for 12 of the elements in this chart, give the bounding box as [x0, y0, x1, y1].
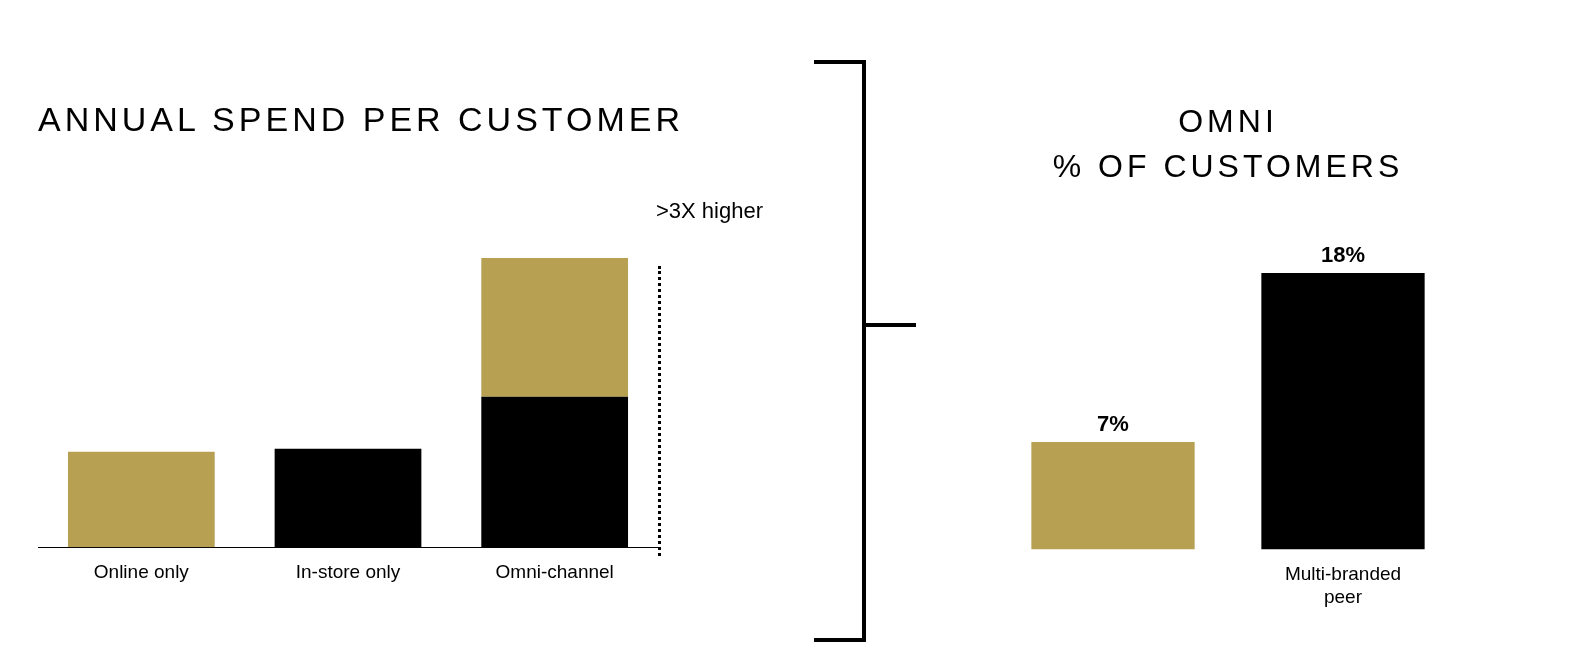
- x-tick-label: In-store only: [295, 560, 401, 582]
- chart-subtitle: % OF CUSTOMERS: [1051, 148, 1405, 185]
- x-tick-label: Multi-branded peer: [1284, 563, 1402, 607]
- x-tick-label: Online only: [93, 560, 190, 582]
- bar: [481, 258, 629, 397]
- text: >3X higher: [656, 198, 765, 224]
- chart-title: ANNUAL SPEND PER CUSTOMER: [38, 100, 684, 139]
- x-tick-label: Omni-channel: [495, 560, 614, 582]
- bar: [67, 451, 215, 548]
- chart-title: OMNI: [1177, 103, 1279, 140]
- data-label: 7%: [1097, 410, 1129, 436]
- data-label: 18%: [1320, 242, 1366, 268]
